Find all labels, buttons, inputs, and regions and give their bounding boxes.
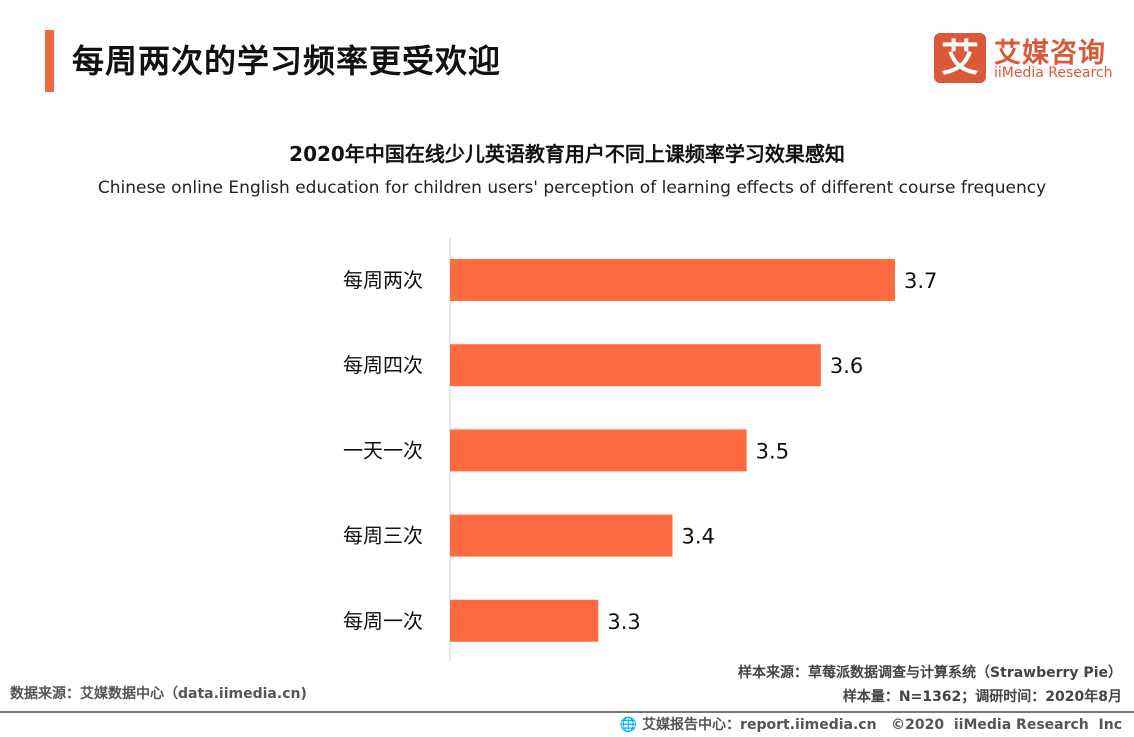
category-label: 每周两次 <box>343 268 423 292</box>
page-title: 每周两次的学习频率更受欢迎 <box>72 42 502 80</box>
bar <box>450 514 673 557</box>
value-label: 3.7 <box>904 269 937 293</box>
chart-subtitle: Chinese online English education for chi… <box>97 178 1047 198</box>
value-label: 3.4 <box>682 525 715 549</box>
category-label: 每周四次 <box>343 353 423 377</box>
iimedia-logo: 艾 艾媒咨询 iiMedia Research <box>934 33 1124 85</box>
value-label: 3.6 <box>830 354 863 378</box>
category-label: 每周三次 <box>343 524 423 548</box>
logo-name-en: iiMedia Research <box>994 65 1113 81</box>
value-label: 3.5 <box>756 439 789 463</box>
category-label: 每周一次 <box>343 609 423 633</box>
value-label: 3.3 <box>607 610 640 634</box>
bar <box>450 344 821 387</box>
logo-name-cn: 艾媒咨询 <box>994 38 1106 69</box>
bar <box>450 599 599 642</box>
title-accent-bar <box>45 30 54 92</box>
data-source-note: 数据来源：艾媒数据中心（data.iimedia.cn) <box>10 686 307 702</box>
footer-divider <box>0 711 1134 713</box>
bar <box>450 259 895 301</box>
bar <box>450 429 747 472</box>
sample-info-note: 样本量：N=1362；调研时间：2020年8月 <box>842 689 1122 705</box>
category-label: 一天一次 <box>343 438 423 462</box>
footer-text: 艾媒报告中心：report.iimedia.cn ©2020 iiMedia R… <box>642 717 1122 733</box>
logo-mark: 艾 <box>934 33 986 83</box>
sample-source-note: 样本来源：草莓派数据调查与计算系统（Strawberry Pie） <box>738 665 1122 681</box>
footer: 🌐 艾媒报告中心：report.iimedia.cn ©2020 iiMedia… <box>620 714 1122 734</box>
chart-title: 2020年中国在线少儿英语教育用户不同上课频率学习效果感知 <box>289 142 845 166</box>
globe-icon: 🌐 <box>619 717 638 733</box>
